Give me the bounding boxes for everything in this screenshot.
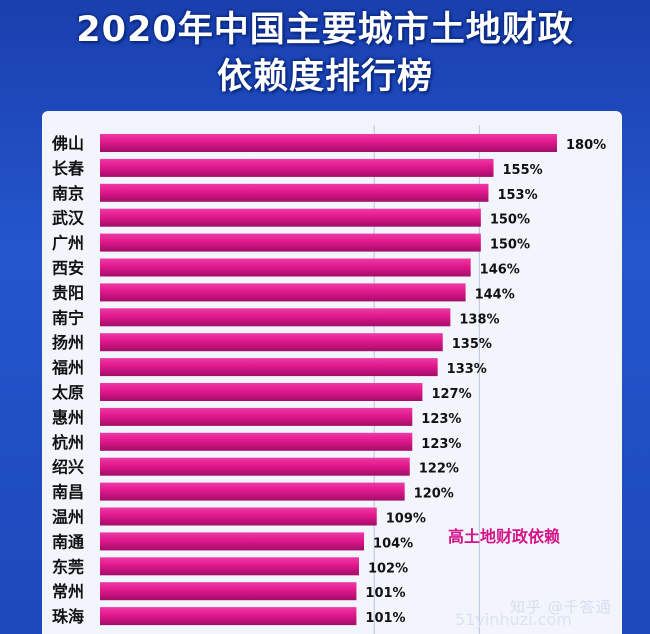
value-label: 150% [490,238,530,253]
value-labels: 180% 155% 153% 150% 150% 146% 144% 138% 135% 133%… [365,138,606,626]
watermark-text: 知乎 @千答通 [510,598,612,616]
value-label: 123% [421,412,461,427]
value-label: 104% [373,536,413,551]
category-label: 温州 [51,508,84,527]
bar-12 [100,407,413,426]
category-label: 惠州 [52,408,84,427]
category-label: 西安 [52,259,84,278]
bar-19 [100,582,357,601]
value-label: 133% [447,362,487,377]
category-label: 东莞 [52,557,84,576]
category-label: 常州 [52,582,84,601]
value-label: 120% [414,487,454,502]
value-label: 109% [386,512,426,527]
category-label: 南通 [52,532,84,551]
value-label: 135% [452,337,492,352]
page-title-line-2: 依赖度排行榜 [216,57,433,97]
value-label: 155% [503,163,543,178]
category-label: 绍兴 [52,458,84,477]
annotation-high-dependency: 高土地财政依赖 [448,527,560,546]
value-label: 101% [365,586,405,601]
category-label: 太原 [51,383,84,402]
category-label: 长春 [52,159,85,178]
bar-20 [100,607,357,626]
bar-14 [100,457,410,476]
value-label: 153% [497,188,537,203]
bar-13 [100,432,413,451]
bar-15 [100,482,405,501]
value-label: 127% [431,387,471,402]
value-label: 101% [365,611,405,626]
value-label: 146% [480,263,520,278]
bar-5 [100,233,481,252]
bar-16 [100,507,377,526]
bar-10 [100,358,438,377]
category-label: 珠海 [52,607,84,626]
category-label: 贵阳 [52,283,84,302]
bar-17 [100,532,365,551]
value-label: 122% [419,462,459,477]
value-label: 102% [368,561,408,576]
category-label: 福州 [51,358,84,377]
bar-6 [100,258,471,277]
category-label: 南昌 [52,483,84,502]
category-label: 广州 [52,234,84,253]
bar-9 [100,333,443,352]
category-label: 南宁 [52,308,84,327]
value-label: 180% [566,138,606,153]
category-label: 武汉 [52,209,85,228]
value-label: 144% [475,287,515,302]
category-label: 佛山 [51,134,84,153]
watermark-url: 51yinhuzi.com [455,610,572,629]
value-label: 138% [459,312,499,327]
bar-1 [100,134,557,152]
value-label: 123% [421,437,461,452]
category-label: 扬州 [52,333,84,352]
bar-3 [100,183,489,202]
page-title-line-1: 2020年中国主要城市土地财政 [76,10,574,50]
bar-18 [100,557,359,576]
bar-2 [100,158,494,177]
bars [100,134,557,626]
category-label: 杭州 [52,433,84,452]
bar-8 [100,308,451,327]
bar-7 [100,283,466,302]
value-label: 150% [490,213,530,228]
category-label: 南京 [52,184,84,203]
bar-11 [100,383,423,401]
bar-4 [100,208,481,227]
